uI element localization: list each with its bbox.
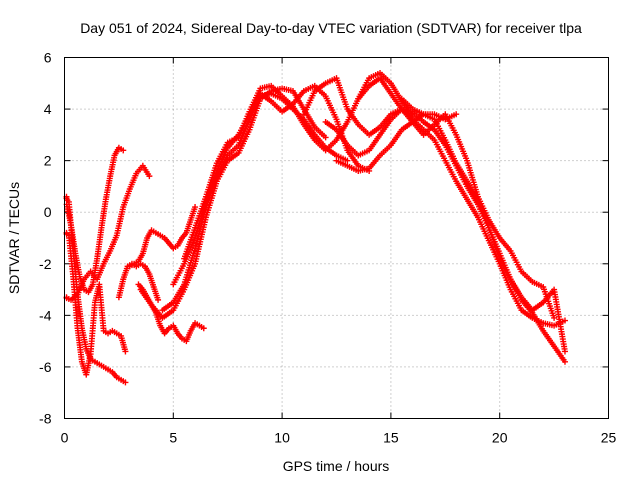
series-trace-6: [126, 204, 199, 270]
x-tick-labels: 0 5 10 15 20 25: [61, 430, 617, 446]
y-tick-label: -8: [39, 411, 52, 427]
y-tick-label: -4: [39, 307, 52, 323]
y-tick-label: 6: [44, 50, 52, 66]
data-point: [561, 358, 568, 365]
x-axis-label: GPS time / hours: [283, 458, 390, 474]
data-point: [322, 134, 329, 141]
y-axis-label: SDTVAR / TECUs: [6, 182, 22, 294]
x-tick-label: 15: [383, 430, 399, 446]
data-point: [120, 147, 127, 154]
data-point: [192, 204, 199, 211]
data-point: [561, 348, 568, 355]
data-point: [551, 314, 558, 321]
data-point: [561, 317, 568, 324]
series-trace-4: [63, 162, 153, 303]
x-tick-label: 5: [169, 430, 177, 446]
series-trace-9: [159, 90, 351, 314]
plot-frame: [64, 57, 609, 419]
y-tick-label: -6: [39, 359, 52, 375]
data-point: [122, 348, 129, 355]
x-tick-label: 10: [274, 430, 290, 446]
y-tick-label: -2: [39, 256, 52, 272]
y-tick-label: 4: [44, 101, 52, 117]
data-point: [344, 157, 351, 164]
data-point: [155, 296, 162, 303]
y-tick-label: 0: [44, 204, 52, 220]
series-trace-7: [135, 281, 207, 345]
data-point: [122, 379, 129, 386]
series-trace-3: [63, 144, 127, 296]
data-point: [453, 111, 460, 118]
x-tick-label: 25: [601, 430, 617, 446]
x-tick-label: 0: [61, 430, 69, 446]
chart-title: Day 051 of 2024, Sidereal Day-to-day VTE…: [80, 20, 582, 36]
y-tick-label: 2: [44, 153, 52, 169]
y-tick-labels: -8 -6 -4 -2 0 2 4 6: [39, 50, 52, 427]
series-trace-16: [333, 111, 460, 174]
series-trace-10: [170, 82, 373, 288]
data-point: [200, 325, 207, 332]
series-trace-1: [63, 229, 129, 378]
data-point: [146, 173, 153, 180]
series-trace-11: [181, 69, 416, 262]
data-points: [63, 69, 568, 386]
x-tick-label: 20: [492, 430, 508, 446]
